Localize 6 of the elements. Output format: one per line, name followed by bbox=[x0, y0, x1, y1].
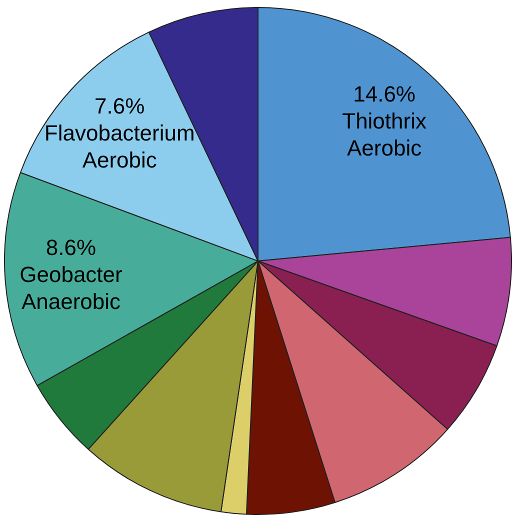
data-label: 14.6% bbox=[353, 81, 416, 106]
slice-label: Flavobacterium Aerobic bbox=[44, 120, 195, 172]
data-label: 7.6% bbox=[94, 93, 145, 118]
slice-label: Geobacter Anaerobic bbox=[20, 262, 122, 314]
data-label: 8.6% bbox=[46, 234, 96, 260]
slice-label: Thiothrix Aerobic bbox=[342, 108, 426, 160]
